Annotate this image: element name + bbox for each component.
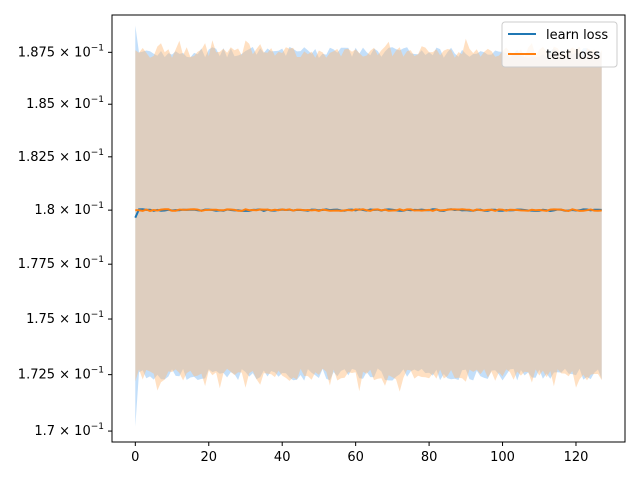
variance-band-learn-loss — [135, 25, 602, 427]
x-tick-label: 80 — [421, 450, 438, 465]
x-tick-label: 0 — [131, 450, 139, 465]
x-tick-label: 120 — [564, 450, 589, 465]
line-test-loss — [135, 208, 602, 213]
y-tick-label: 1.7 × 10−1 — [34, 422, 104, 439]
y-tick-label: 1.825 × 10−1 — [18, 148, 104, 165]
y-tick-label: 1.85 × 10−1 — [26, 95, 104, 112]
mean-lines — [134, 208, 602, 219]
x-tick-label: 40 — [274, 450, 291, 465]
y-tick-label: 1.8 × 10−1 — [34, 201, 104, 218]
y-tick-label: 1.75 × 10−1 — [26, 310, 104, 327]
y-tick-label: 1.775 × 10−1 — [18, 255, 104, 272]
x-tick-label: 100 — [490, 450, 515, 465]
y-tick-label: 1.875 × 10−1 — [18, 43, 104, 60]
y-tick-label: 1.725 × 10−1 — [18, 366, 104, 383]
variance-band-test-loss — [135, 38, 602, 392]
legend: learn loss test loss — [501, 21, 618, 68]
legend-label-test-loss: test loss — [546, 48, 600, 63]
legend-label-learn-loss: learn loss — [546, 28, 608, 43]
x-tick-label: 20 — [200, 450, 217, 465]
x-tick-label: 60 — [347, 450, 364, 465]
y-axis: 1.7 × 10−1 1.725 × 10−1 1.75 × 10−1 1.775 ×… — [18, 43, 112, 439]
plot-frame — [111, 14, 626, 443]
x-axis: 0 20 40 60 80 100 120 — [131, 442, 588, 465]
variance-bands — [135, 25, 602, 427]
